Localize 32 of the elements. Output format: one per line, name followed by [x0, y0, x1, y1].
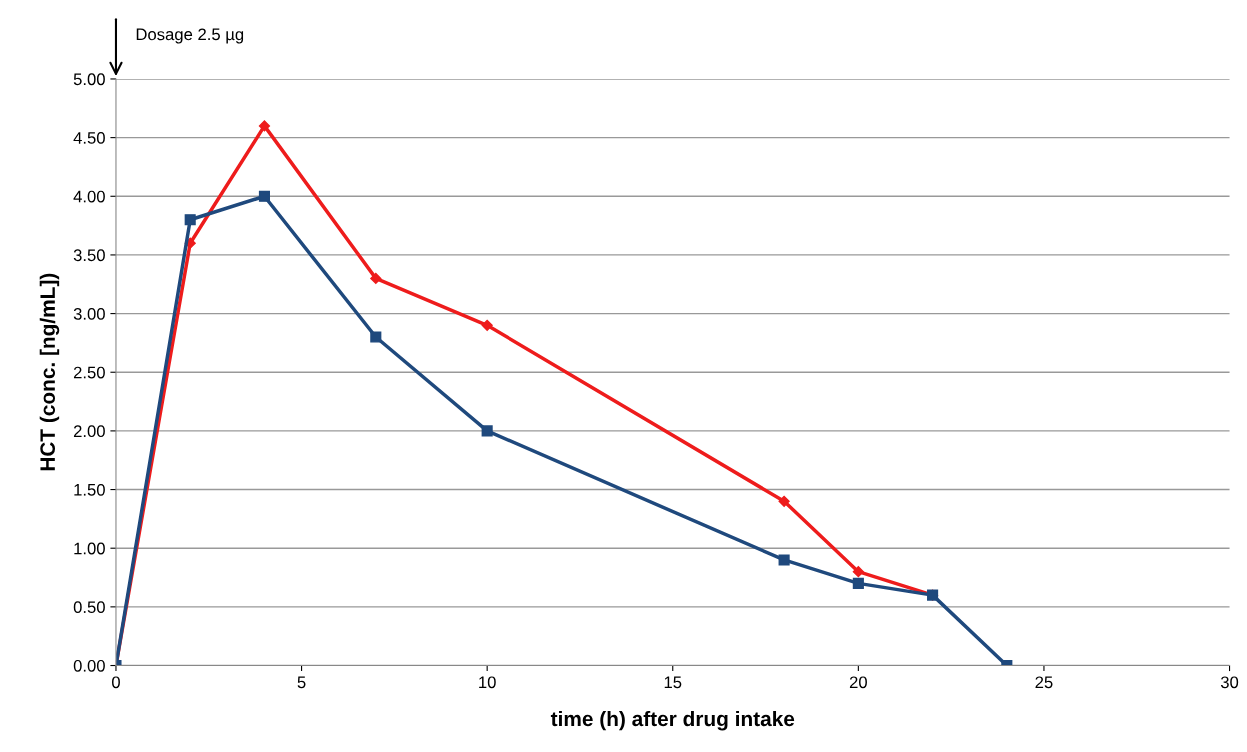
- point: [184, 214, 196, 226]
- y-tick-label: 2.50: [73, 366, 105, 379]
- y-tick-label: 1.00: [74, 542, 105, 555]
- y-tick-label: 4.50: [73, 132, 105, 144]
- y-axis-title: HCT (conc. [ng/mL]): [39, 273, 60, 471]
- point: [852, 566, 864, 578]
- x-tick-label: 30: [1220, 676, 1239, 689]
- y-tick-label: 0.00: [73, 659, 105, 672]
- x-tick-label: 20: [849, 676, 867, 689]
- x-tick-label: 15: [664, 676, 682, 689]
- point: [481, 319, 493, 331]
- point: [370, 331, 382, 343]
- y-tick-label: 2.00: [73, 425, 105, 438]
- y-tick-label: 3.50: [73, 249, 105, 262]
- x-axis-title: time (h) after drug intake: [550, 710, 795, 731]
- point: [370, 272, 382, 284]
- point: [778, 495, 790, 507]
- y-tick-label: 1.50: [74, 483, 105, 496]
- y-tick-label: 4.00: [73, 190, 105, 203]
- y-tick-label: 0.50: [73, 601, 105, 614]
- y-tick-label: 3.00: [73, 307, 105, 320]
- text: Dosage 2.5 µg: [136, 28, 244, 44]
- x-tick-label: 0: [111, 676, 120, 689]
- y-tick-label: 5.00: [73, 73, 105, 86]
- x-tick-label: 10: [479, 676, 496, 689]
- x-tick-label: 5: [297, 676, 306, 689]
- point: [852, 577, 864, 589]
- point: [258, 120, 271, 132]
- x-tick-label: 25: [1035, 676, 1053, 689]
- point: [778, 554, 790, 566]
- point: [258, 190, 271, 202]
- point: [481, 425, 493, 437]
